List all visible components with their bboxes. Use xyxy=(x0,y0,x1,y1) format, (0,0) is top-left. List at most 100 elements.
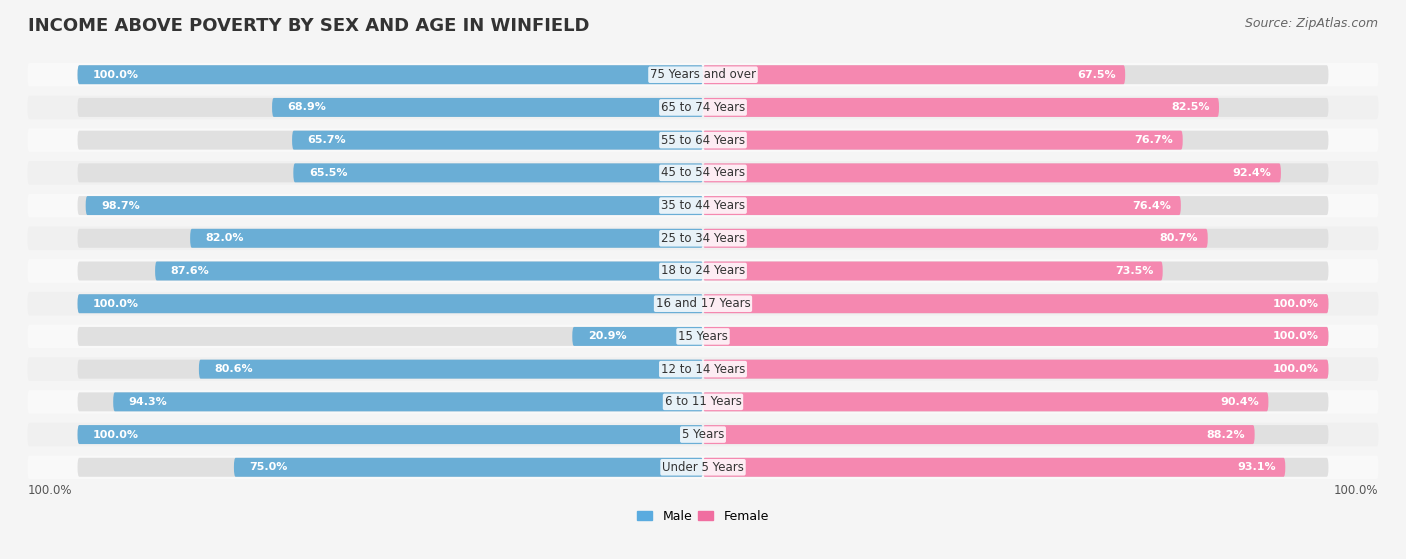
Text: 55 to 64 Years: 55 to 64 Years xyxy=(661,134,745,146)
Text: 80.6%: 80.6% xyxy=(215,364,253,374)
Text: 73.5%: 73.5% xyxy=(1115,266,1153,276)
Text: 75 Years and over: 75 Years and over xyxy=(650,68,756,81)
FancyBboxPatch shape xyxy=(703,98,1329,117)
FancyBboxPatch shape xyxy=(77,262,703,281)
FancyBboxPatch shape xyxy=(233,458,703,477)
FancyBboxPatch shape xyxy=(703,229,1329,248)
FancyBboxPatch shape xyxy=(77,458,703,477)
Text: 100.0%: 100.0% xyxy=(1272,364,1319,374)
Text: 76.7%: 76.7% xyxy=(1135,135,1174,145)
Text: 6 to 11 Years: 6 to 11 Years xyxy=(665,395,741,409)
FancyBboxPatch shape xyxy=(155,262,703,281)
Text: 75.0%: 75.0% xyxy=(249,462,288,472)
FancyBboxPatch shape xyxy=(703,163,1281,182)
Text: 82.0%: 82.0% xyxy=(205,233,245,243)
FancyBboxPatch shape xyxy=(114,392,703,411)
Text: 12 to 14 Years: 12 to 14 Years xyxy=(661,363,745,376)
FancyBboxPatch shape xyxy=(28,194,1378,217)
FancyBboxPatch shape xyxy=(703,196,1329,215)
FancyBboxPatch shape xyxy=(77,98,703,117)
FancyBboxPatch shape xyxy=(77,359,703,378)
Text: 20.9%: 20.9% xyxy=(588,331,627,342)
FancyBboxPatch shape xyxy=(190,229,703,248)
Text: Under 5 Years: Under 5 Years xyxy=(662,461,744,474)
FancyBboxPatch shape xyxy=(294,163,703,182)
Text: 18 to 24 Years: 18 to 24 Years xyxy=(661,264,745,277)
FancyBboxPatch shape xyxy=(77,327,703,346)
FancyBboxPatch shape xyxy=(703,131,1329,150)
FancyBboxPatch shape xyxy=(28,357,1378,381)
FancyBboxPatch shape xyxy=(28,226,1378,250)
FancyBboxPatch shape xyxy=(703,229,1208,248)
Text: 45 to 54 Years: 45 to 54 Years xyxy=(661,167,745,179)
Text: INCOME ABOVE POVERTY BY SEX AND AGE IN WINFIELD: INCOME ABOVE POVERTY BY SEX AND AGE IN W… xyxy=(28,17,589,35)
Text: 65.7%: 65.7% xyxy=(308,135,346,145)
Text: 90.4%: 90.4% xyxy=(1220,397,1258,407)
FancyBboxPatch shape xyxy=(703,458,1329,477)
Text: 68.9%: 68.9% xyxy=(288,102,326,112)
FancyBboxPatch shape xyxy=(77,425,703,444)
FancyBboxPatch shape xyxy=(77,425,703,444)
FancyBboxPatch shape xyxy=(28,259,1378,283)
FancyBboxPatch shape xyxy=(28,390,1378,414)
Text: 82.5%: 82.5% xyxy=(1171,102,1209,112)
Text: 100.0%: 100.0% xyxy=(93,299,139,309)
FancyBboxPatch shape xyxy=(28,292,1378,315)
Text: 93.1%: 93.1% xyxy=(1237,462,1275,472)
FancyBboxPatch shape xyxy=(292,131,703,150)
FancyBboxPatch shape xyxy=(703,131,1182,150)
FancyBboxPatch shape xyxy=(703,327,1329,346)
Text: 100.0%: 100.0% xyxy=(93,70,139,80)
Text: 100.0%: 100.0% xyxy=(1272,299,1319,309)
Text: Source: ZipAtlas.com: Source: ZipAtlas.com xyxy=(1244,17,1378,30)
FancyBboxPatch shape xyxy=(77,294,703,313)
Text: 35 to 44 Years: 35 to 44 Years xyxy=(661,199,745,212)
Text: 100.0%: 100.0% xyxy=(1272,331,1319,342)
FancyBboxPatch shape xyxy=(28,63,1378,87)
FancyBboxPatch shape xyxy=(77,65,703,84)
FancyBboxPatch shape xyxy=(703,65,1125,84)
FancyBboxPatch shape xyxy=(77,392,703,411)
Text: 76.4%: 76.4% xyxy=(1133,201,1171,211)
FancyBboxPatch shape xyxy=(703,392,1329,411)
FancyBboxPatch shape xyxy=(703,327,1329,346)
FancyBboxPatch shape xyxy=(28,423,1378,446)
Text: 98.7%: 98.7% xyxy=(101,201,141,211)
Text: 100.0%: 100.0% xyxy=(28,484,72,498)
FancyBboxPatch shape xyxy=(28,456,1378,479)
FancyBboxPatch shape xyxy=(703,196,1181,215)
FancyBboxPatch shape xyxy=(77,131,703,150)
FancyBboxPatch shape xyxy=(572,327,703,346)
FancyBboxPatch shape xyxy=(703,98,1219,117)
Text: 87.6%: 87.6% xyxy=(170,266,209,276)
Text: 67.5%: 67.5% xyxy=(1077,70,1116,80)
FancyBboxPatch shape xyxy=(703,425,1329,444)
FancyBboxPatch shape xyxy=(703,294,1329,313)
Text: 88.2%: 88.2% xyxy=(1206,429,1246,439)
FancyBboxPatch shape xyxy=(703,359,1329,378)
FancyBboxPatch shape xyxy=(703,359,1329,378)
FancyBboxPatch shape xyxy=(703,65,1329,84)
FancyBboxPatch shape xyxy=(28,96,1378,119)
Legend: Male, Female: Male, Female xyxy=(637,510,769,523)
Text: 25 to 34 Years: 25 to 34 Years xyxy=(661,232,745,245)
FancyBboxPatch shape xyxy=(198,359,703,378)
FancyBboxPatch shape xyxy=(703,294,1329,313)
FancyBboxPatch shape xyxy=(703,458,1285,477)
FancyBboxPatch shape xyxy=(28,161,1378,184)
FancyBboxPatch shape xyxy=(77,163,703,182)
FancyBboxPatch shape xyxy=(28,325,1378,348)
Text: 15 Years: 15 Years xyxy=(678,330,728,343)
FancyBboxPatch shape xyxy=(703,262,1329,281)
Text: 65 to 74 Years: 65 to 74 Years xyxy=(661,101,745,114)
Text: 80.7%: 80.7% xyxy=(1160,233,1198,243)
FancyBboxPatch shape xyxy=(77,229,703,248)
FancyBboxPatch shape xyxy=(703,262,1163,281)
Text: 92.4%: 92.4% xyxy=(1233,168,1271,178)
FancyBboxPatch shape xyxy=(703,425,1254,444)
FancyBboxPatch shape xyxy=(703,163,1329,182)
FancyBboxPatch shape xyxy=(77,196,703,215)
Text: 100.0%: 100.0% xyxy=(1334,484,1378,498)
Text: 16 and 17 Years: 16 and 17 Years xyxy=(655,297,751,310)
FancyBboxPatch shape xyxy=(77,294,703,313)
